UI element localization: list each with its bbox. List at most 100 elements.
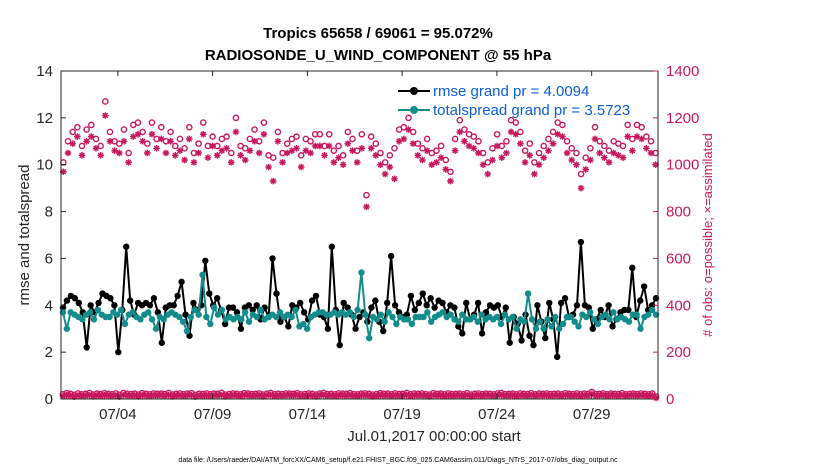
spread-point	[272, 313, 280, 321]
obs-assimilated-point	[479, 161, 487, 169]
obs-assimilated-point-low	[59, 392, 67, 400]
obs-assimilated-point	[563, 149, 571, 157]
obs-assimilated-point	[311, 142, 319, 150]
spread-point	[439, 309, 447, 316]
obs-assimilated-point	[647, 149, 655, 157]
obs-possible-point	[391, 145, 398, 152]
spread-point	[253, 313, 260, 321]
obs-assimilated-point-low	[278, 392, 286, 400]
plot-frame	[60, 70, 659, 400]
obs-assimilated-point	[498, 154, 506, 161]
y-tick-label-left: 0	[45, 391, 53, 408]
spread-point	[571, 318, 578, 325]
obs-assimilated-point	[643, 145, 650, 152]
obs-assimilated-point-low	[274, 392, 282, 400]
spread-point	[501, 311, 509, 318]
obs-assimilated-point	[358, 145, 366, 152]
spread-point	[513, 325, 520, 332]
obs-assimilated-point	[344, 140, 352, 147]
spread-point	[575, 323, 582, 330]
obs-assimilated-point-low	[509, 392, 516, 399]
spread-point	[470, 313, 478, 321]
obs-assimilated-point-low	[479, 392, 486, 400]
rmse-point	[625, 306, 632, 314]
obs-assimilated-point-low	[240, 391, 248, 399]
obs-assimilated-point	[297, 163, 305, 171]
rmse-point	[186, 332, 193, 339]
rmse-point	[577, 238, 585, 246]
obs-assimilated-point	[428, 161, 436, 169]
rmse-point	[237, 325, 245, 332]
y-tick-label-right: 800	[666, 204, 691, 221]
obs-assimilated-point	[363, 203, 370, 211]
spread-point	[373, 316, 381, 323]
obs-assimilated-point	[78, 152, 86, 159]
obs-assimilated-point	[531, 170, 538, 178]
obs-assimilated-point	[330, 159, 338, 166]
spread-point	[544, 316, 551, 323]
obs-assimilated-point	[409, 140, 417, 147]
rmse-point	[415, 299, 423, 307]
obs-assimilated-point-low	[637, 392, 645, 399]
obs-assimilated-point-low	[376, 391, 384, 399]
rmse-point	[407, 292, 415, 300]
obs-assimilated-point	[475, 149, 482, 157]
rmse-point	[213, 295, 221, 302]
obs-assimilated-point-low	[97, 392, 104, 400]
spread-point	[606, 316, 613, 323]
rmse-point	[83, 344, 90, 351]
rmse-point	[202, 257, 209, 264]
obs-assimilated-point	[209, 142, 216, 150]
x-axis: 07/04 07/09 07/14 07/19 07/24 07/29	[99, 71, 610, 423]
y-tick-label-left: 6	[45, 250, 53, 267]
obs-assimilated-point-low	[161, 392, 169, 400]
obs-assimilated-point-low	[154, 392, 161, 400]
obs-assimilated-point-low	[452, 392, 460, 400]
rmse-point	[123, 243, 130, 250]
spread-point	[408, 320, 416, 328]
obs-assimilated-point	[162, 149, 170, 157]
obs-possible-point	[568, 145, 576, 152]
obs-assimilated-point	[153, 145, 160, 152]
obs-assimilated-point	[288, 147, 296, 154]
spread-point	[90, 316, 98, 323]
obs-assimilated-point-low	[327, 392, 335, 400]
spread-point	[117, 306, 125, 314]
obs-assimilated-point-low	[229, 392, 237, 399]
obs-assimilated-point	[503, 149, 510, 157]
spread-point	[474, 318, 481, 325]
spread-point	[610, 309, 617, 316]
legend-rmse-label: rmse grand pr = 4.0094	[433, 83, 589, 100]
obs-assimilated-point	[251, 137, 258, 145]
obs-assimilated-point	[395, 137, 403, 145]
obs-assimilated-point-low	[486, 392, 494, 400]
obs-assimilated-point-low	[104, 392, 112, 400]
obs-assimilated-point-low	[157, 392, 165, 399]
obs-assimilated-point	[470, 145, 478, 152]
obs-assimilated-point-low	[237, 392, 244, 400]
spread-point	[459, 311, 466, 318]
spread-point	[354, 306, 361, 314]
obs-possible-point	[493, 130, 501, 138]
rmse-point	[494, 302, 502, 309]
rmse-point	[546, 299, 553, 307]
spread-point	[381, 318, 388, 325]
x-tick-label: 07/04	[99, 406, 137, 423]
obs-assimilated-point	[381, 170, 389, 178]
obs-possible-point	[344, 128, 352, 136]
obs-assimilated-point-low	[146, 392, 154, 400]
spread-point	[559, 320, 567, 328]
obs-assimilated-point	[199, 130, 207, 138]
obs-assimilated-point-low	[422, 392, 429, 400]
obs-assimilated-point	[596, 149, 603, 157]
spread-point	[145, 309, 152, 316]
obs-assimilated-point-low	[206, 392, 214, 400]
rmse-point	[557, 299, 565, 307]
obs-assimilated-point-low	[505, 392, 513, 400]
rmse-point	[71, 295, 79, 302]
obs-assimilated-point-low	[588, 390, 596, 398]
obs-assimilated-point-low	[308, 392, 316, 400]
obs-assimilated-point-low	[618, 391, 626, 399]
rmse-point	[368, 304, 375, 311]
obs-assimilated-point	[610, 149, 617, 157]
